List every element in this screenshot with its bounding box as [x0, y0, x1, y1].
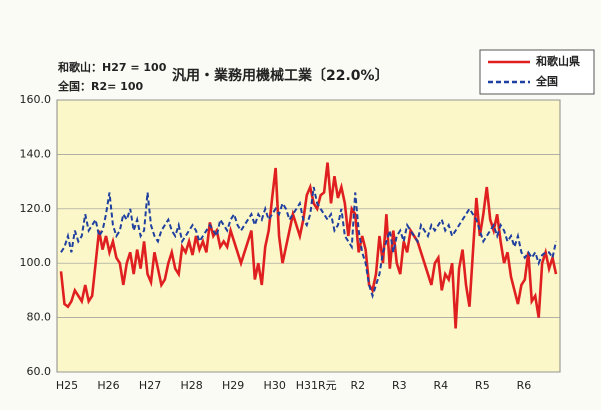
y-tick-label: 120.0: [20, 202, 52, 215]
subtitle: 全国：R2= 100: [57, 79, 143, 93]
x-tick-label: H26: [97, 379, 119, 392]
series-line: [60, 186, 557, 300]
legend-label: 和歌山県: [536, 54, 580, 68]
y-tick-label: 140.0: [20, 147, 52, 160]
x-tick-label: R6: [517, 379, 532, 392]
x-tick-label: R5: [475, 379, 490, 392]
x-tick-label: H28: [180, 379, 202, 392]
x-tick-label: H25: [56, 379, 78, 392]
series-line: [59, 162, 558, 329]
x-tick-label: R4: [434, 379, 449, 392]
x-tick-label: H29: [222, 379, 244, 392]
y-tick-label: 80.0: [27, 311, 52, 324]
x-tick-label: R2: [350, 379, 365, 392]
legend: [479, 49, 595, 95]
x-tick-label: H30: [264, 379, 286, 392]
x-tick-label: H27: [139, 379, 161, 392]
y-tick-label: 60.0: [27, 365, 52, 378]
chart-title: 汎用・業務用機械工業〔22.0%〕: [172, 67, 389, 84]
x-tick-label: R3: [392, 379, 407, 392]
y-tick-label: 160.0: [20, 93, 52, 106]
y-tick-label: 100.0: [20, 256, 52, 269]
plot-area: [56, 99, 561, 373]
x-tick-label: H31R元: [296, 379, 337, 392]
legend-label: 全国: [535, 74, 558, 88]
subtitle: 和歌山：H27 = 100: [58, 60, 167, 74]
